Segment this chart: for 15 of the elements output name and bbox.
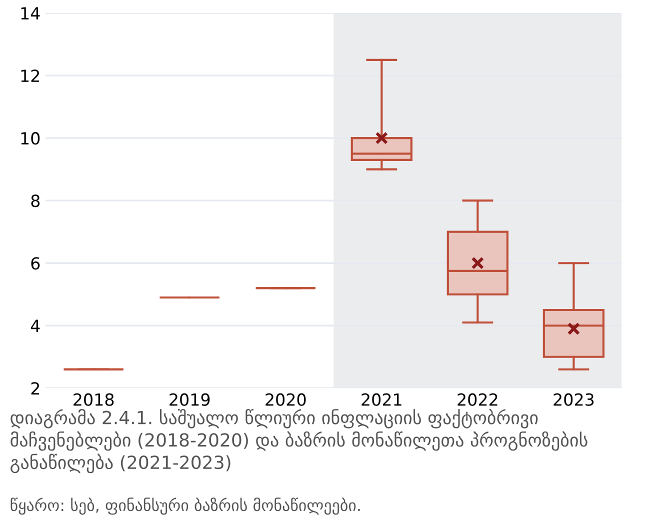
y-tick-label: 4	[30, 320, 40, 332]
y-tick-label: 10	[21, 132, 40, 145]
y-tick-label: 12	[21, 70, 40, 82]
x-tick-label: 2020	[266, 393, 306, 406]
y-tick-label: 14	[21, 7, 40, 20]
text: წყარო: სებ, ფინანსური ბაზრის მონაწილეები.	[10, 498, 360, 515]
x-tick-label: 2023	[554, 393, 594, 406]
x-tick-label: 2022	[458, 393, 498, 406]
x-tick-label: 2019	[170, 393, 210, 406]
x-tick-label: 2018	[74, 393, 114, 406]
y-tick-label: 2	[31, 382, 40, 394]
x-tick-label: 2021	[362, 393, 402, 406]
text: დიაგრამა 2.4.1. საშუალო წლიური ინფლაციის ფაქტობრივი მაჩვენებლები (2018-2020) და ბაზრის მონაწილეთა პროგნოზების განაწილება (2021-2023)	[10, 408, 588, 474]
y-tick-label: 6	[31, 257, 40, 270]
y-tick-label: 8	[31, 194, 40, 208]
